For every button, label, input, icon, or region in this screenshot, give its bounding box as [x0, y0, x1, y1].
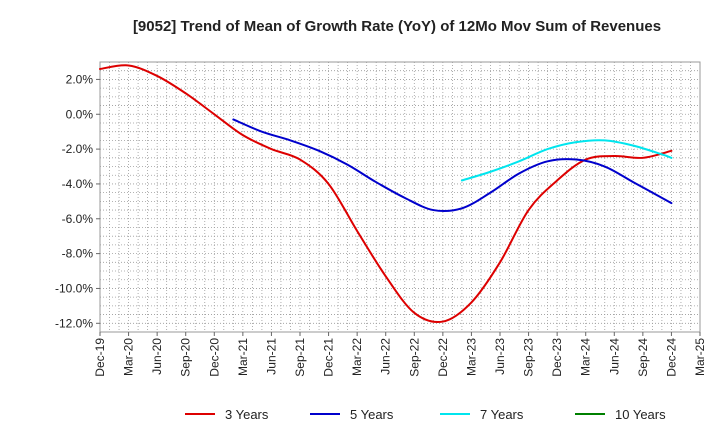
series-lines: [99, 64, 673, 323]
series-line-3-years: [99, 64, 673, 323]
x-tick-label: Dec-20: [207, 338, 221, 377]
x-tick-label: Dec-23: [550, 338, 564, 377]
x-tick-label: Jun-23: [493, 338, 507, 375]
chart-title: [9052] Trend of Mean of Growth Rate (YoY…: [133, 18, 661, 35]
x-tick-label: Mar-23: [464, 338, 478, 376]
grid-lines: [100, 62, 700, 332]
y-axis-tick-labels: 2.0% 0.0% -2.0% -4.0% -6.0% -8.0% -10.0% -12.0%: [55, 72, 100, 330]
x-axis-tick-labels: Dec-19 Mar-20 Jun-20 Sep-20 Dec-20 Mar-21 Jun-…: [93, 332, 707, 377]
legend-label-3-years: 3 Years: [225, 407, 269, 422]
y-tick-label: 2.0%: [66, 72, 94, 86]
x-tick-label: Mar-21: [236, 338, 250, 376]
x-tick-label: Dec-22: [436, 338, 450, 377]
x-tick-label: Sep-20: [179, 338, 193, 377]
x-tick-label: Dec-19: [93, 338, 107, 377]
x-tick-label: Mar-24: [579, 338, 593, 376]
series-line-7-years: [460, 139, 673, 182]
y-tick-label: -4.0%: [62, 177, 94, 191]
y-tick-label: -12.0%: [55, 316, 93, 330]
y-tick-label: 0.0%: [66, 107, 94, 121]
legend-label-7-years: 7 Years: [480, 407, 524, 422]
legend-label-10-years: 10 Years: [615, 407, 666, 422]
legend-label-5-years: 5 Years: [350, 407, 394, 422]
plot-area-frame: [99, 61, 701, 333]
y-tick-label: -10.0%: [55, 281, 93, 295]
x-tick-label: Jun-21: [264, 338, 278, 375]
y-tick-label: -2.0%: [62, 142, 94, 156]
y-tick-label: -8.0%: [62, 247, 94, 261]
x-tick-label: Jun-22: [379, 338, 393, 375]
x-tick-label: Sep-21: [293, 338, 307, 377]
series-line-5-years: [232, 118, 673, 213]
x-tick-label: Dec-24: [664, 338, 678, 377]
x-tick-label: Jun-24: [607, 338, 621, 375]
y-tick-label: -6.0%: [62, 212, 94, 226]
x-tick-label: Sep-22: [407, 338, 421, 377]
x-tick-label: Sep-24: [636, 338, 650, 377]
x-tick-label: Mar-25: [693, 338, 707, 376]
x-tick-label: Sep-23: [522, 338, 536, 377]
legend: 3 Years 5 Years 7 Years 10 Years: [185, 407, 666, 422]
x-tick-label: Dec-21: [322, 338, 336, 377]
x-tick-label: Mar-22: [350, 338, 364, 376]
x-tick-label: Jun-20: [150, 338, 164, 375]
x-tick-label: Mar-20: [122, 338, 136, 376]
